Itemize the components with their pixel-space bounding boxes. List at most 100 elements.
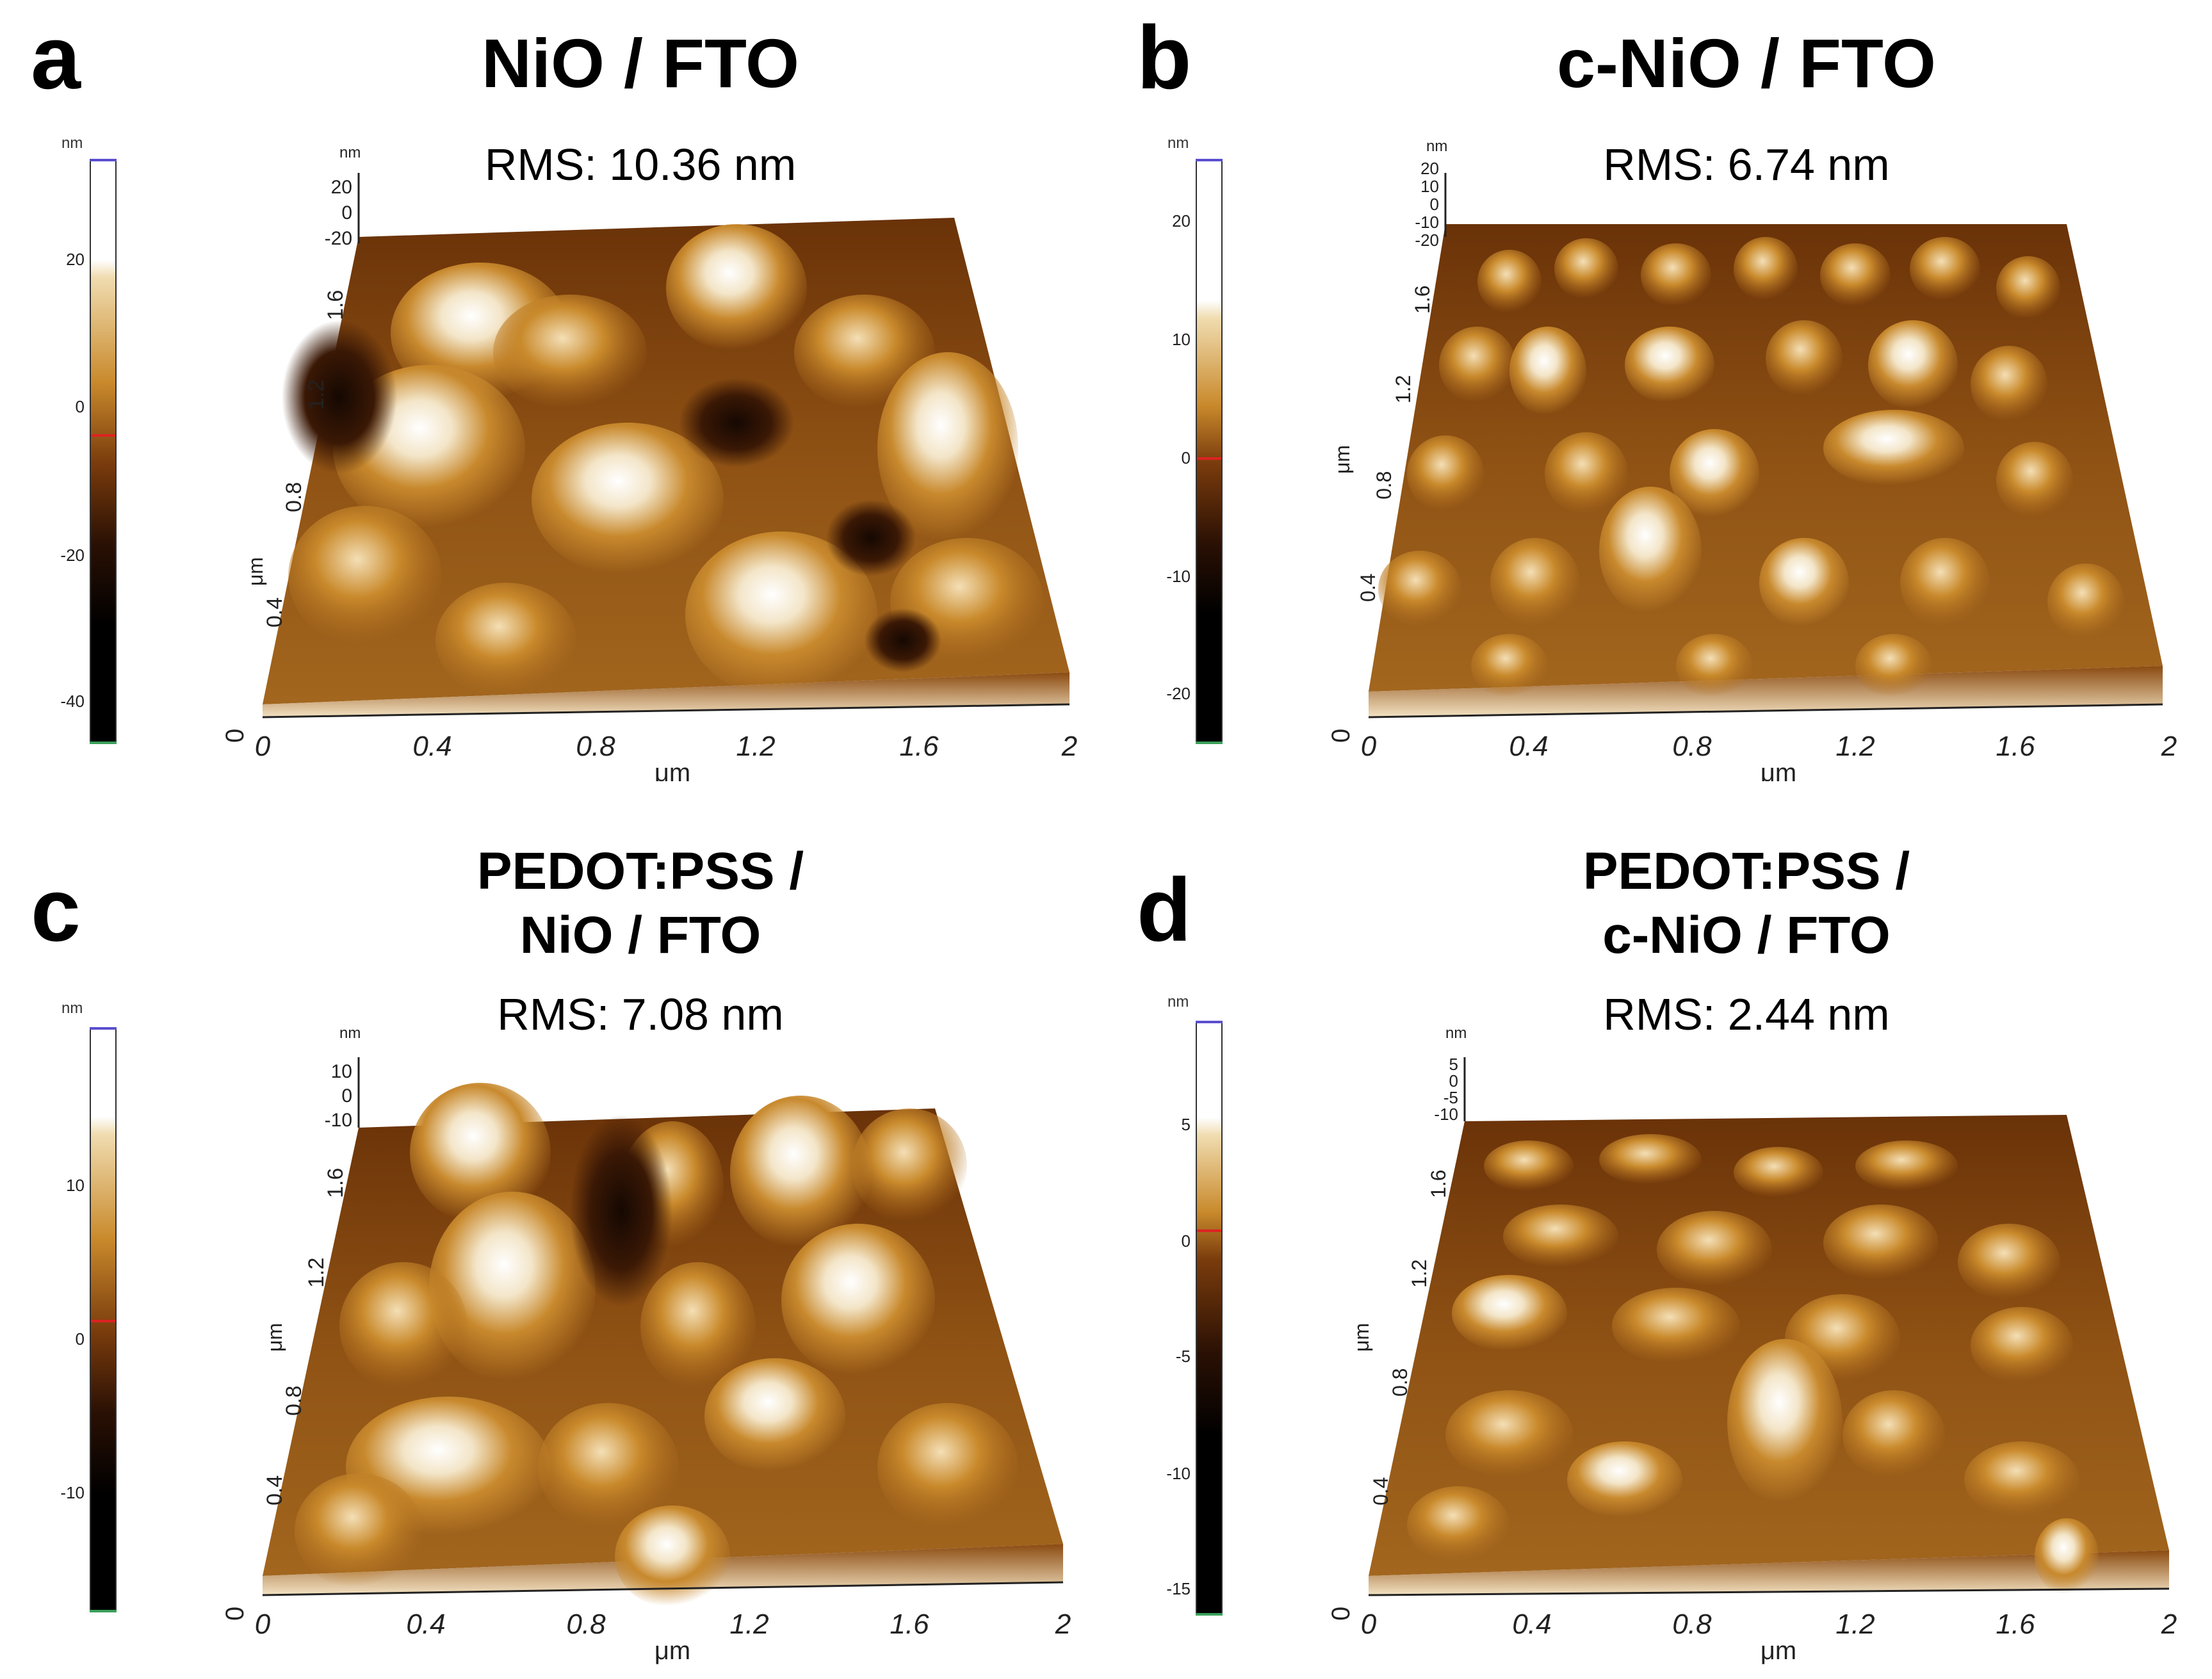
title-line: c-NiO / FTO	[1556, 24, 1937, 102]
scale-tick: -15	[1166, 1579, 1191, 1598]
scale-tick: 10	[1172, 330, 1191, 349]
scale-tick: 20	[1172, 211, 1191, 231]
y-tick: 0.8	[282, 482, 306, 512]
z-tick: -10	[1434, 1105, 1458, 1124]
rms-value: RMS: 6.74 nm	[1603, 140, 1890, 190]
title-line: c-NiO / FTO	[1602, 906, 1891, 964]
scale-tick: 0	[75, 1329, 85, 1349]
scale-unit: nm	[61, 134, 83, 152]
color-scale: nm 20 10 0 -10 -20	[1106, 0, 1273, 840]
y-tick: 1.6	[1427, 1170, 1450, 1198]
x-tick: 0.4	[412, 731, 451, 762]
panel-letter: c	[31, 859, 81, 960]
title-line: PEDOT:PSS /	[476, 842, 804, 900]
scale-tick: -5	[1175, 1347, 1191, 1366]
x-ticks: 0 0.4 0.8 1.2 1.6 2	[1361, 1609, 2177, 1640]
x-tick: 1.2	[1835, 1609, 1875, 1640]
y-tick: 1.6	[1411, 286, 1434, 314]
x-tick: 0.8	[566, 1609, 606, 1640]
x-tick: 1.6	[1996, 731, 2035, 762]
y-unit: μm	[244, 557, 267, 586]
x-ticks: 0 0.4 0.8 1.2 1.6 2	[255, 1609, 1071, 1640]
z-tick: 0	[1449, 1071, 1458, 1091]
surface-features	[1378, 237, 2124, 698]
color-scale: nm 10 0 -10	[0, 840, 167, 1679]
z-tick: 0	[1430, 195, 1439, 214]
z-tick: -10	[1415, 213, 1439, 232]
color-scale-bar	[1196, 159, 1223, 744]
origin-tick: 0	[1327, 729, 1355, 743]
x-tick: 0	[1361, 731, 1377, 762]
scale-tick: 5	[1181, 1115, 1191, 1134]
x-ticks: 0 0.4 0.8 1.2 1.6 2	[255, 731, 1077, 762]
z-tick: -5	[1443, 1088, 1458, 1107]
x-unit: μm	[1761, 1637, 1796, 1665]
panel-letter: b	[1137, 7, 1192, 108]
surface-features	[282, 224, 1044, 698]
surface-features	[295, 1083, 1018, 1608]
scale-tick: -10	[1166, 567, 1191, 586]
color-scale-bar	[1196, 1021, 1223, 1616]
x-tick: 0.4	[406, 1609, 445, 1640]
afm-3d-surface: nm 20 10 0 -10 -20 μm 0.4 0.8 1.2 1.6 0 …	[1327, 141, 2177, 781]
x-tick: 0.8	[1672, 731, 1712, 762]
z-tick: 20	[1420, 159, 1439, 178]
color-scale: nm 20 0 -20 -40	[0, 0, 167, 840]
z-unit: nm	[1445, 1025, 1467, 1042]
y-tick: 0.4	[263, 1475, 287, 1505]
x-tick: 1.6	[1996, 1609, 2035, 1640]
y-unit: μm	[1331, 445, 1354, 474]
x-unit: μm	[655, 759, 690, 781]
y-tick: 0.4	[263, 597, 287, 628]
scale-tick: -10	[1166, 1464, 1191, 1483]
scale-unit: nm	[1167, 993, 1189, 1010]
x-ticks: 0 0.4 0.8 1.2 1.6 2	[1361, 731, 2177, 762]
x-unit: μm	[1761, 759, 1796, 781]
x-tick: 0	[255, 1609, 271, 1640]
scale-tick: -40	[60, 692, 85, 711]
z-tick: 20	[331, 177, 352, 198]
panel-title: NiO / FTO	[320, 24, 961, 102]
x-tick: 0.4	[1509, 731, 1548, 762]
rms-value: RMS: 2.44 nm	[1603, 989, 1890, 1039]
z-tick: 10	[331, 1061, 352, 1082]
z-unit: nm	[339, 1025, 361, 1042]
scale-unit: nm	[61, 1000, 83, 1017]
x-tick: 1.6	[890, 1609, 929, 1640]
title-line: NiO / FTO	[481, 24, 800, 102]
z-tick: 0	[341, 202, 352, 223]
title-line: PEDOT:PSS /	[1582, 842, 1910, 900]
afm-3d-surface: nm 20 0 -20 μm 0.4 0.8 1.2 1.6 0 0 0.4 0…	[221, 144, 1077, 781]
scale-tick: -20	[60, 546, 85, 565]
x-tick: 1.2	[729, 1609, 769, 1640]
x-tick: 0	[255, 731, 271, 762]
panel-b: b c-NiO / FTO RMS: 6.74 nm nm 20 10 0 -1…	[1106, 0, 2212, 840]
surface-features	[1407, 1134, 2099, 1595]
y-unit: μm	[1350, 1323, 1373, 1352]
y-tick: 1.2	[304, 380, 329, 410]
z-unit: nm	[1426, 141, 1447, 155]
z-unit: nm	[339, 144, 361, 161]
y-unit: μm	[263, 1323, 286, 1352]
origin-tick: 0	[221, 729, 249, 743]
origin-tick: 0	[221, 1607, 249, 1621]
y-tick: 0.8	[282, 1386, 306, 1416]
z-tick: -20	[325, 228, 352, 249]
panel-letter: d	[1137, 859, 1192, 960]
z-tick: 0	[341, 1085, 352, 1107]
z-tick: -10	[325, 1110, 352, 1131]
x-tick: 2	[2161, 1609, 2177, 1640]
panel-title: PEDOT:PSS / NiO / FTO	[320, 840, 961, 968]
scale-tick: -20	[1166, 684, 1191, 703]
x-tick: 0	[1361, 1609, 1377, 1640]
title-line: NiO / FTO	[519, 906, 761, 964]
x-tick: 1.2	[1835, 731, 1875, 762]
y-tick: 1.2	[304, 1258, 329, 1288]
scale-unit: nm	[1167, 134, 1189, 152]
color-scale-bar	[90, 1027, 117, 1612]
panel-a: a NiO / FTO RMS: 10.36 nm nm 20 0 -20 -4…	[0, 0, 1106, 840]
x-tick: 0.8	[1672, 1609, 1712, 1640]
z-tick: 5	[1449, 1055, 1458, 1074]
x-tick: 2	[1055, 1609, 1071, 1640]
z-tick: 10	[1420, 177, 1439, 196]
